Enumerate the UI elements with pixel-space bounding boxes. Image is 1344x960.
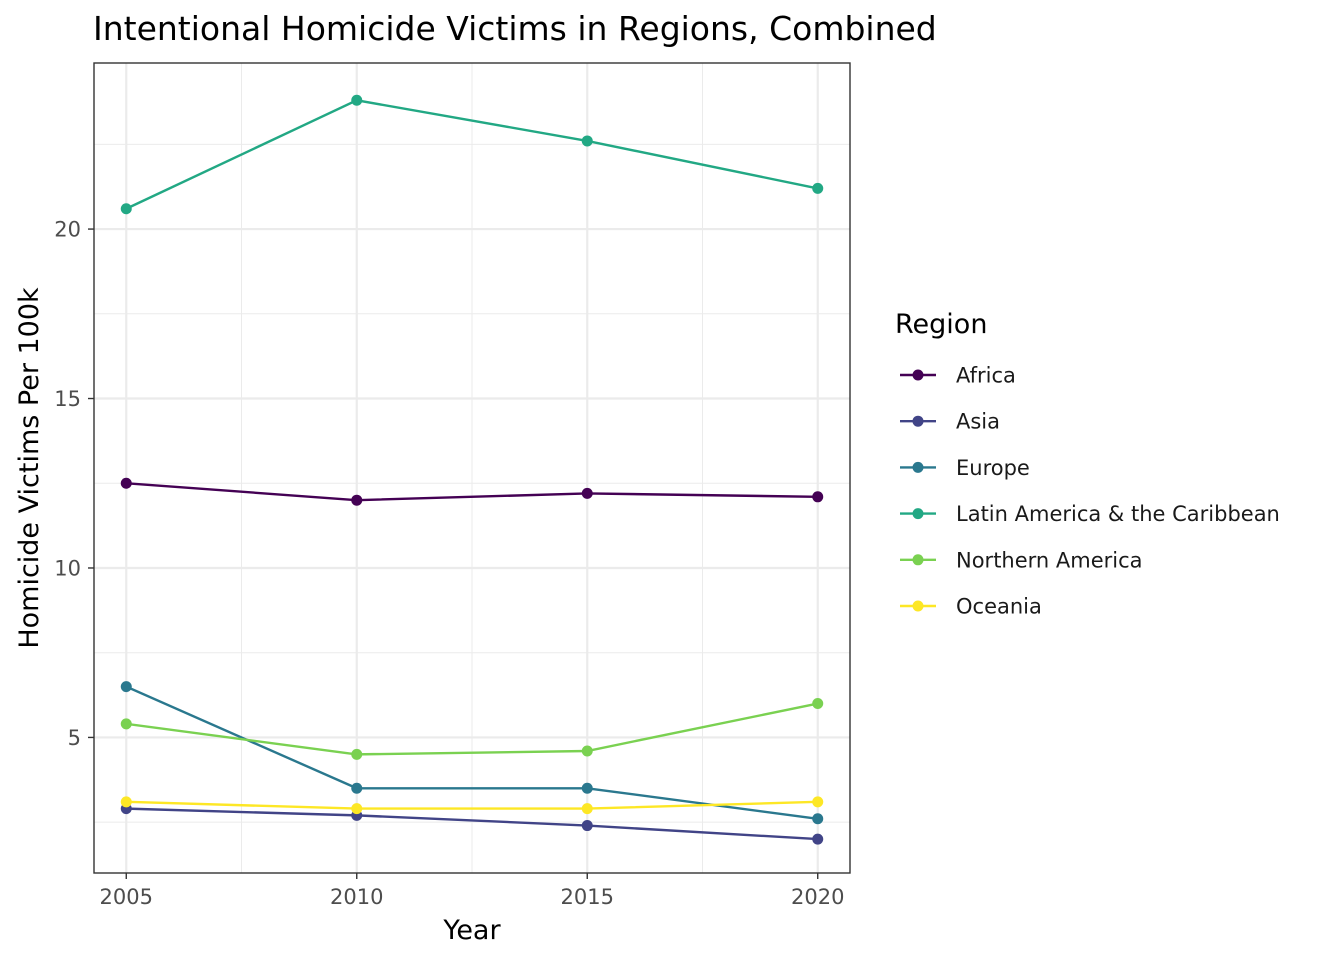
data-point xyxy=(581,803,593,815)
data-point xyxy=(351,803,363,815)
data-point xyxy=(120,681,132,693)
data-point xyxy=(581,745,593,757)
legend-label: Europe xyxy=(956,456,1030,480)
data-point xyxy=(812,698,824,710)
series-line xyxy=(126,800,818,810)
legend-label: Africa xyxy=(956,364,1016,388)
data-point xyxy=(812,833,824,845)
data-point xyxy=(120,718,132,730)
y-tick-label: 5 xyxy=(68,726,81,750)
x-tick-label: 2020 xyxy=(791,885,844,909)
legend-item: Latin America & the Caribbean xyxy=(900,502,1280,526)
series-line xyxy=(125,685,818,820)
data-point xyxy=(120,203,132,215)
legend-key-point xyxy=(912,600,924,612)
legend-label: Oceania xyxy=(956,595,1042,619)
legend-title: Region xyxy=(895,309,987,340)
legend-item: Europe xyxy=(900,456,1030,480)
legend-label: Asia xyxy=(956,410,1000,434)
series-points xyxy=(120,94,824,845)
legend-key-point xyxy=(912,415,924,427)
legend-item: Asia xyxy=(900,410,1000,434)
chart-title: Intentional Homicide Victims in Regions,… xyxy=(93,9,937,48)
legend-key-point xyxy=(912,369,924,381)
series-line xyxy=(126,482,818,502)
data-point xyxy=(351,94,363,106)
legend-item: Oceania xyxy=(900,595,1042,619)
x-tick-label: 2010 xyxy=(330,885,383,909)
series-line xyxy=(125,99,818,210)
data-point xyxy=(581,782,593,794)
y-axis: 5 10 15 20 xyxy=(54,218,94,750)
data-point xyxy=(351,782,363,794)
x-axis: 2005 2010 2015 2020 xyxy=(100,873,844,909)
x-tick-label: 2005 xyxy=(100,885,153,909)
data-point xyxy=(581,135,593,147)
data-point xyxy=(120,477,132,489)
legend-label: Northern America xyxy=(956,548,1143,572)
data-point xyxy=(812,813,824,825)
legend-key-point xyxy=(912,508,924,520)
data-point xyxy=(351,494,363,506)
series-line xyxy=(126,702,818,756)
y-tick-label: 10 xyxy=(54,556,81,580)
legend-key-point xyxy=(912,461,924,473)
panel-border xyxy=(93,62,851,874)
x-axis-title: Year xyxy=(442,915,501,946)
series-lines xyxy=(125,99,818,841)
data-point xyxy=(581,820,593,832)
y-tick-label: 20 xyxy=(54,218,81,242)
y-axis-title: Homicide Victims Per 100k xyxy=(14,287,45,649)
legend: Region Africa Asia Europe Latin America & t… xyxy=(895,309,1280,619)
series-line xyxy=(126,807,818,841)
legend-key-point xyxy=(912,554,924,566)
data-point xyxy=(812,182,824,194)
y-tick-label: 15 xyxy=(54,387,81,411)
data-point xyxy=(812,491,824,503)
legend-label: Latin America & the Caribbean xyxy=(956,502,1280,526)
data-point xyxy=(581,487,593,499)
data-point xyxy=(812,796,824,808)
data-point xyxy=(120,796,132,808)
data-point xyxy=(351,748,363,760)
x-tick-label: 2015 xyxy=(561,885,614,909)
grid-lines xyxy=(94,63,850,873)
legend-item: Northern America xyxy=(900,548,1143,572)
legend-item: Africa xyxy=(900,364,1016,388)
